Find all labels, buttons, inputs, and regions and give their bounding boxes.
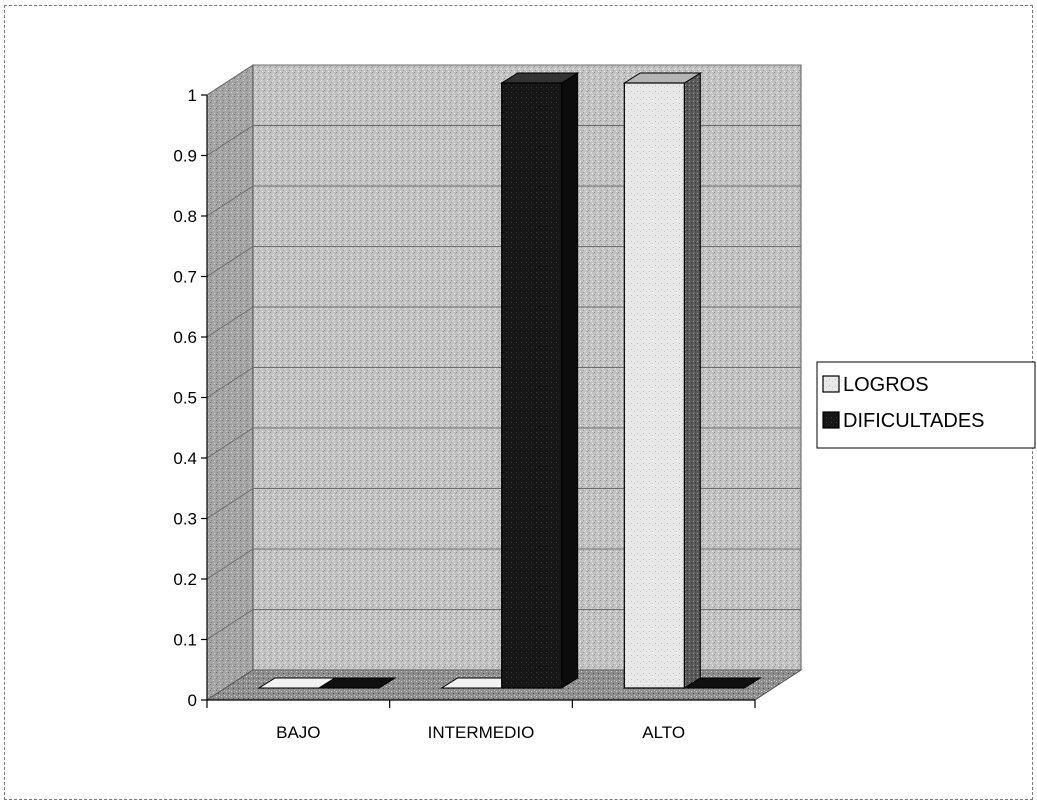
- bar-front: [623, 82, 685, 689]
- bar-zero: [682, 677, 763, 689]
- y-tick-label: 1: [188, 86, 197, 105]
- y-tick-label: 0.7: [173, 268, 197, 287]
- y-tick-label: 0: [188, 691, 197, 710]
- gridline-side: [206, 185, 254, 217]
- gridline-side: [206, 125, 254, 156]
- gridline-side: [206, 246, 254, 277]
- legend-box: [816, 361, 1036, 449]
- gridline-side: [206, 306, 254, 338]
- legend-swatch-dificultades: [822, 411, 840, 429]
- x-category-label: BAJO: [276, 723, 320, 742]
- x-axis: BAJO INTERMEDIO ALTO: [206, 699, 756, 742]
- bar-logros-alto: [622, 72, 703, 689]
- legend-label-logros: LOGROS: [843, 374, 929, 396]
- y-axis: 0 0.1 0.2 0.3 0.4 0.5 0.6 0.7 0.8 0.9 1: [173, 86, 208, 710]
- y-tick-label: 0.5: [173, 389, 197, 408]
- legend-swatch-logros: [822, 375, 840, 393]
- y-tick-label: 0.4: [173, 449, 197, 468]
- y-tick-label: 0.3: [173, 510, 197, 529]
- legend-label-dificultades: DIFICULTADES: [843, 410, 985, 432]
- y-tick-label: 0.9: [173, 147, 197, 166]
- legend: LOGROS DIFICULTADES: [816, 361, 1036, 449]
- bar-zero: [317, 677, 397, 689]
- bars: [257, 72, 763, 689]
- bar-dificultades-alto: [682, 677, 763, 689]
- y-tick-label: 0.2: [173, 570, 197, 589]
- y-tick-label: 0.6: [173, 328, 197, 347]
- bar-front: [501, 82, 563, 689]
- bar-dificultades-intermedio: [499, 72, 580, 689]
- gridline-side: [206, 427, 254, 459]
- gridline-side: [206, 488, 254, 519]
- gridline-side: [206, 64, 254, 96]
- gridline-side: [206, 367, 254, 398]
- x-category-label: INTERMEDIO: [428, 723, 535, 742]
- bar-side: [683, 72, 701, 689]
- y-tick-label: 0.1: [173, 631, 197, 650]
- gridline-side: [206, 609, 254, 640]
- bar-side: [561, 72, 579, 689]
- gridline-side: [206, 548, 254, 580]
- x-category-label: ALTO: [642, 723, 685, 742]
- bar-dificultades-bajo: [317, 677, 397, 689]
- y-tick-label: 0.8: [173, 207, 197, 226]
